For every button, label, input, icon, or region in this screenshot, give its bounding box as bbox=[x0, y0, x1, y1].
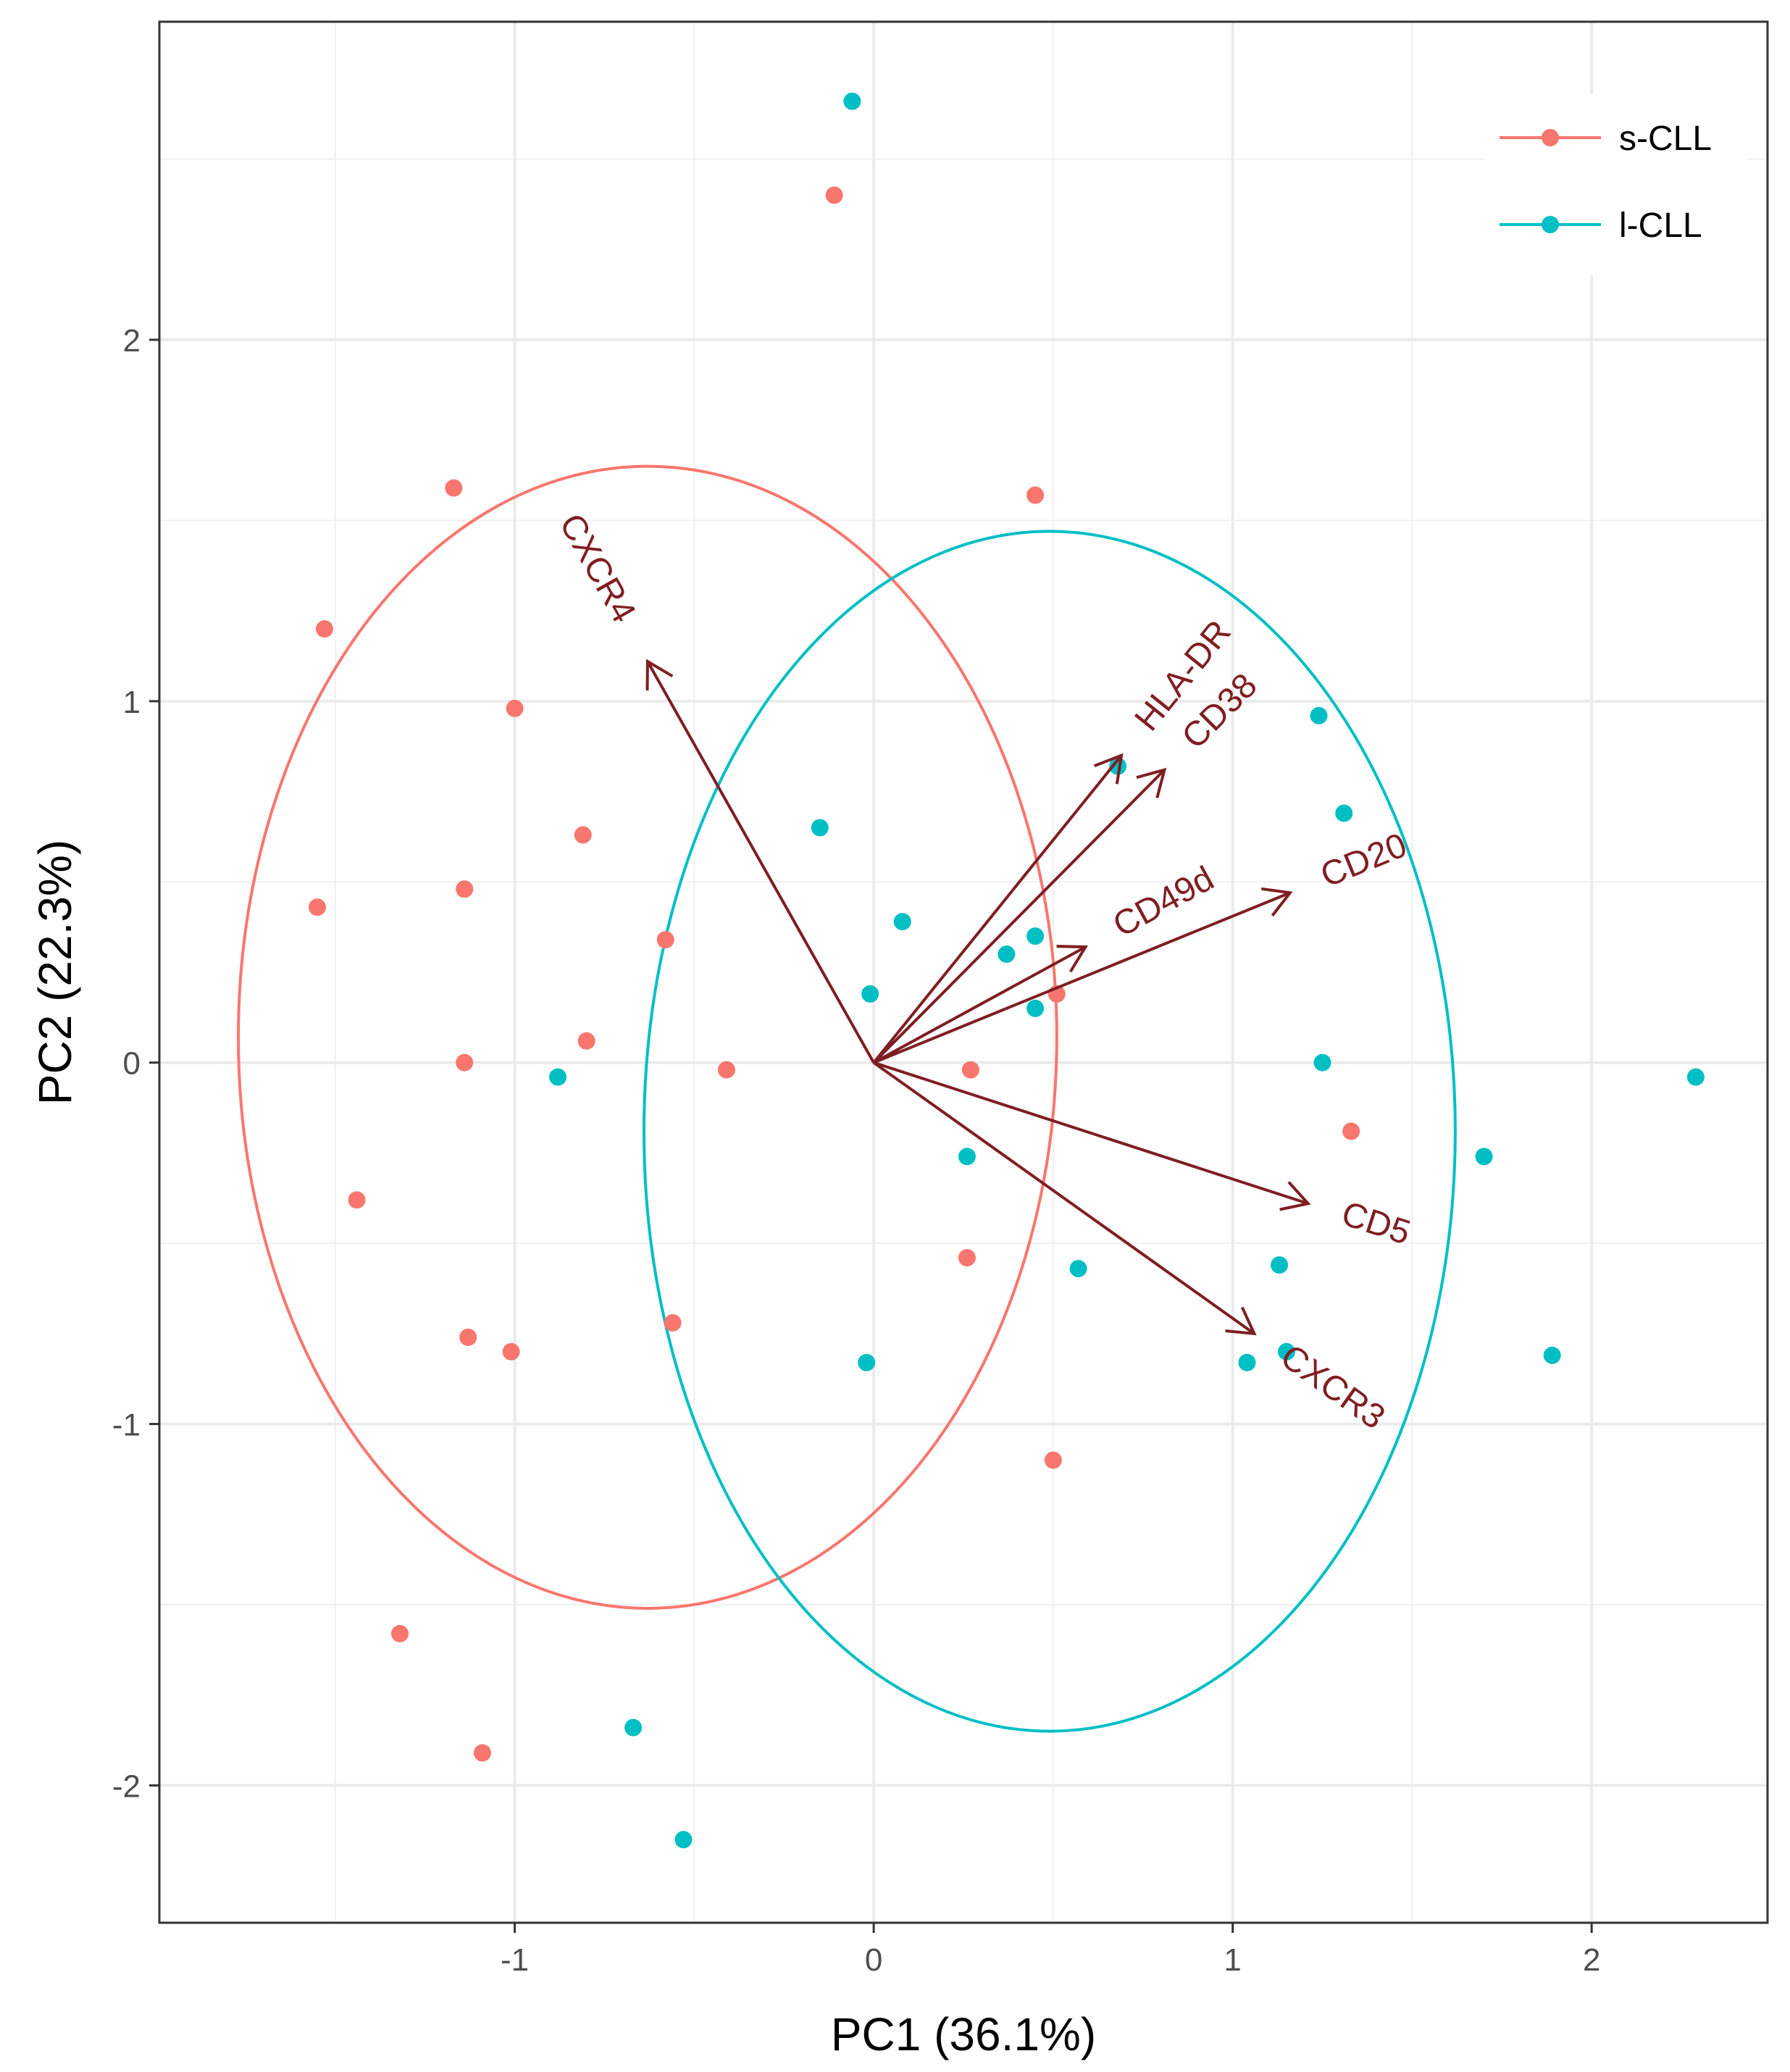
point-s-cll bbox=[459, 1328, 477, 1346]
y-tick-label: 2 bbox=[123, 323, 141, 359]
point-s-cll bbox=[445, 479, 463, 497]
y-tick-label: 0 bbox=[123, 1046, 141, 1082]
legend-key-point-l-cll bbox=[1542, 216, 1559, 233]
point-s-cll bbox=[664, 1313, 682, 1332]
point-l-cll bbox=[1686, 1068, 1705, 1086]
y-tick-label: -1 bbox=[112, 1408, 141, 1443]
point-l-cll bbox=[958, 1148, 976, 1166]
point-s-cll bbox=[1044, 1451, 1062, 1469]
legend-label-s-cll: s-CLL bbox=[1619, 120, 1712, 158]
point-l-cll bbox=[1026, 927, 1045, 945]
point-s-cll bbox=[456, 880, 474, 898]
loading-arrowhead-cd49d bbox=[1056, 945, 1088, 973]
point-l-cll bbox=[858, 1353, 876, 1371]
point-s-cll bbox=[456, 1053, 474, 1071]
x-tick-label: 2 bbox=[1583, 1942, 1600, 1978]
x-axis-title: PC1 (36.1%) bbox=[831, 2008, 1096, 2060]
point-l-cll bbox=[1109, 757, 1127, 775]
x-tick-label: 1 bbox=[1224, 1942, 1241, 1978]
point-l-cll bbox=[1026, 999, 1045, 1017]
legend-label-l-cll: l-CLL bbox=[1619, 206, 1702, 245]
point-l-cll bbox=[811, 819, 829, 837]
point-l-cll bbox=[861, 985, 879, 1003]
point-l-cll bbox=[674, 1831, 693, 1849]
point-s-cll bbox=[958, 1249, 976, 1267]
x-tick-label: 0 bbox=[865, 1942, 882, 1978]
loading-arrow-cd5 bbox=[873, 1061, 1309, 1206]
point-s-cll bbox=[656, 931, 674, 949]
point-l-cll bbox=[1475, 1148, 1493, 1166]
point-l-cll bbox=[1277, 1342, 1295, 1361]
point-l-cll bbox=[1238, 1353, 1256, 1371]
loading-arrowhead-cd5 bbox=[1279, 1181, 1311, 1211]
loading-arrow-cd49d bbox=[873, 945, 1087, 1064]
loading-arrow-hla-dr bbox=[872, 754, 1123, 1064]
loading-arrowhead-cd20 bbox=[1261, 887, 1293, 917]
point-l-cll bbox=[893, 913, 911, 931]
point-s-cll bbox=[473, 1744, 491, 1762]
point-s-cll bbox=[391, 1624, 409, 1642]
y-axis-ticks: -2 -1 0 1 2 bbox=[112, 323, 159, 1804]
x-axis-ticks: -1 0 1 2 bbox=[501, 1923, 1600, 1978]
point-l-cll bbox=[1069, 1260, 1087, 1278]
ellipse-l-cll bbox=[642, 530, 1457, 1733]
loading-arrowhead-cd38 bbox=[1136, 767, 1167, 798]
point-l-cll bbox=[1335, 804, 1353, 822]
point-l-cll bbox=[1313, 1053, 1331, 1071]
major-gridlines bbox=[159, 22, 1768, 1923]
data-points bbox=[309, 92, 1705, 1849]
legend-background bbox=[1485, 94, 1746, 275]
confidence-ellipses bbox=[237, 464, 1457, 1733]
point-l-cll bbox=[843, 92, 861, 110]
point-l-cll bbox=[1271, 1256, 1289, 1274]
legend-key-point-s-cll bbox=[1542, 129, 1559, 146]
point-s-cll bbox=[1342, 1122, 1360, 1140]
point-l-cll bbox=[549, 1068, 567, 1086]
point-l-cll bbox=[624, 1718, 643, 1737]
point-s-cll bbox=[309, 898, 327, 916]
loading-arrow-cxcr3 bbox=[872, 1061, 1255, 1335]
point-s-cll bbox=[577, 1032, 595, 1050]
point-s-cll bbox=[717, 1061, 735, 1079]
point-s-cll bbox=[1026, 486, 1045, 504]
y-axis-title: PC2 (22.3%) bbox=[29, 840, 81, 1105]
point-s-cll bbox=[825, 186, 843, 204]
y-tick-label: -2 bbox=[112, 1768, 141, 1804]
point-l-cll bbox=[1543, 1346, 1561, 1364]
y-tick-label: 1 bbox=[123, 685, 141, 720]
loading-arrow-cd20 bbox=[873, 891, 1291, 1064]
point-s-cll bbox=[506, 699, 524, 717]
point-s-cll bbox=[574, 826, 592, 844]
point-l-cll bbox=[1310, 706, 1328, 724]
loading-arrowhead-cxcr3 bbox=[1225, 1306, 1257, 1336]
legend: s-CLL l-CLL bbox=[1485, 94, 1746, 275]
point-s-cll bbox=[502, 1342, 520, 1361]
x-tick-label: -1 bbox=[501, 1942, 529, 1978]
loading-arrowhead-hla-dr bbox=[1094, 753, 1124, 785]
loading-arrow-cxcr4 bbox=[646, 660, 875, 1064]
point-s-cll bbox=[961, 1061, 979, 1079]
ellipse-s-cll bbox=[237, 464, 1058, 1610]
plot-panel-border bbox=[158, 20, 1769, 1924]
point-s-cll bbox=[348, 1191, 366, 1209]
loading-arrow-cd38 bbox=[872, 769, 1166, 1064]
loading-arrowhead-cxcr4 bbox=[645, 659, 674, 690]
point-s-cll bbox=[315, 620, 333, 638]
point-l-cll bbox=[998, 945, 1016, 964]
